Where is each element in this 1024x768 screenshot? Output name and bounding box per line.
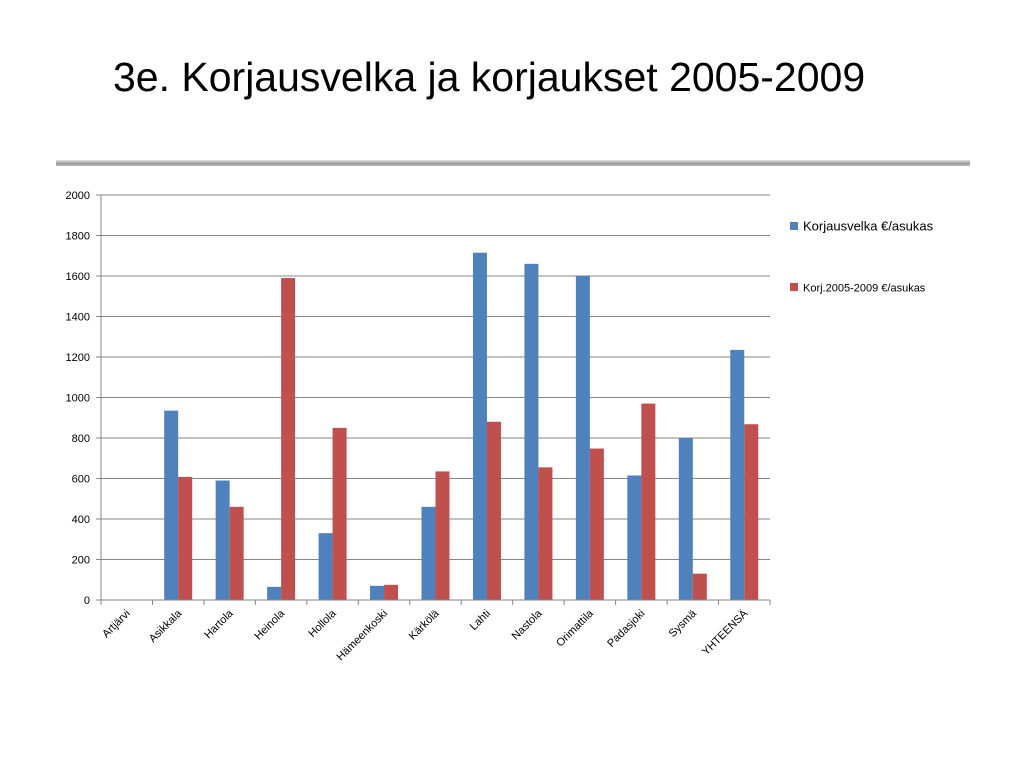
x-tick-label: Hollola (306, 607, 339, 640)
x-tick-label: Sysmä (667, 607, 700, 640)
y-tick-label: 1400 (66, 312, 90, 324)
bar (178, 476, 193, 600)
x-tick-label: Orimattila (554, 607, 596, 649)
x-tick-label: Nastola (510, 607, 545, 642)
bar (229, 506, 244, 600)
title-divider (56, 160, 970, 166)
x-tick-label: Hämeenkoski (335, 608, 391, 664)
bar (678, 438, 693, 600)
bar (318, 533, 333, 600)
bar (164, 410, 179, 600)
bar (524, 263, 539, 600)
legend-label: Korjausvelka €/asukas (803, 219, 934, 234)
y-tick-label: 1800 (66, 231, 90, 243)
y-tick-label: 2000 (66, 190, 90, 202)
bar (575, 276, 590, 600)
x-tick-label: Asikkala (147, 607, 185, 645)
bar (281, 278, 296, 600)
x-tick-label: Lahti (468, 608, 493, 633)
bar (332, 427, 347, 600)
legend-swatch (790, 222, 798, 230)
bar (641, 403, 656, 600)
bar (384, 584, 399, 600)
legend: Korjausvelka €/asukas Korj.2005-2009 €/as… (790, 219, 934, 295)
bar (627, 475, 642, 600)
bar (435, 471, 450, 600)
x-tick-label: Hartola (202, 607, 236, 641)
bar (486, 421, 501, 600)
bars (164, 252, 759, 600)
gridlines (101, 194, 770, 560)
slide-title: 3e. Korjausvelka ja korjaukset 2005-2009 (113, 54, 866, 100)
x-tick-label: YHTEENSÄ (700, 607, 751, 658)
x-tick-label: Artjärvi (100, 608, 133, 641)
x-tick-label: Kärkölä (407, 607, 442, 642)
bar (538, 467, 553, 600)
y-tick-label: 1600 (66, 271, 90, 283)
bar (370, 585, 385, 600)
legend-label: Korj.2005-2009 €/asukas (803, 283, 926, 295)
bar (472, 252, 487, 600)
bar (421, 506, 436, 600)
y-tick-label: 600 (72, 474, 90, 486)
y-tick-label: 800 (72, 433, 90, 445)
y-tick-label: 200 (72, 555, 90, 567)
y-tick-label: 400 (72, 514, 90, 526)
bar (692, 573, 707, 600)
bar (589, 448, 604, 600)
bar (267, 586, 282, 600)
legend-swatch (790, 283, 798, 291)
y-tick-label: 0 (84, 595, 90, 607)
bar (215, 480, 230, 600)
y-tick-label: 1000 (66, 393, 90, 405)
y-tick-label: 1200 (66, 352, 90, 364)
x-tick-label: Padasjoki (605, 608, 647, 650)
bar (744, 424, 759, 600)
bar (730, 349, 745, 600)
x-tick-label: Heinola (252, 607, 287, 642)
